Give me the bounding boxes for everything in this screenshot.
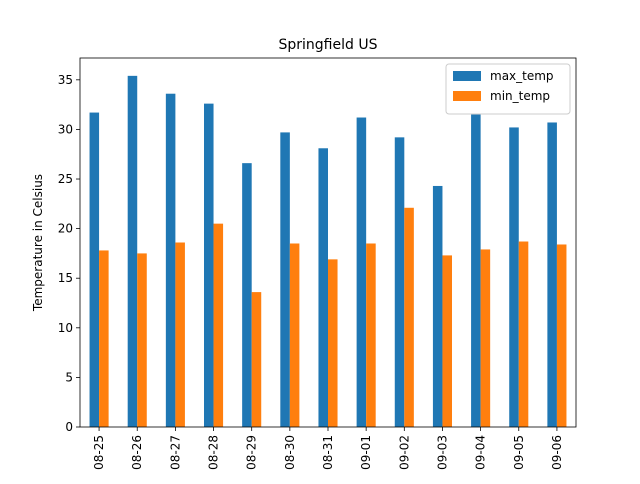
y-tick-label-30: 30 — [58, 122, 73, 136]
x-tick-label-08-28: 08-28 — [207, 435, 221, 470]
bar-min_temp-08-30 — [289, 243, 300, 427]
bar-min_temp-08-31 — [328, 259, 338, 427]
x-tick-label-09-06: 09-06 — [550, 435, 564, 470]
bar-min_temp-08-29 — [251, 292, 262, 427]
bar-max_temp-09-01 — [356, 117, 367, 428]
bar-min_temp-09-03 — [442, 255, 452, 427]
legend-swatch-max_temp — [453, 71, 481, 81]
x-tick-label-09-03: 09-03 — [435, 435, 449, 470]
chart-title: Springfield US — [279, 37, 378, 53]
x-tick-label-09-04: 09-04 — [474, 435, 488, 470]
x-tick-label-08-29: 08-29 — [245, 435, 259, 470]
x-tick-label-08-30: 08-30 — [283, 435, 297, 470]
bar-max_temp-08-31 — [318, 148, 328, 427]
bar-max_temp-09-04 — [471, 114, 481, 427]
bar-min_temp-09-06 — [556, 244, 567, 427]
bar-min_temp-08-26 — [137, 253, 147, 427]
legend-label-max_temp: max_temp — [490, 69, 554, 83]
y-axis-label: Temperature in Celsius — [31, 174, 45, 312]
bar-max_temp-08-25 — [89, 112, 100, 427]
x-tick-label-08-31: 08-31 — [321, 435, 335, 470]
bar-min_temp-08-27 — [175, 242, 185, 427]
y-tick-label-10: 10 — [58, 321, 73, 335]
bars-layer — [89, 75, 567, 428]
x-tick-label-08-25: 08-25 — [92, 435, 106, 470]
x-tick-label-09-05: 09-05 — [512, 435, 526, 470]
bar-min_temp-08-25 — [99, 250, 109, 427]
bar-max_temp-09-02 — [394, 137, 405, 427]
bar-max_temp-08-29 — [242, 163, 252, 427]
bar-max_temp-09-05 — [509, 127, 519, 427]
bar-max_temp-08-28 — [204, 103, 214, 427]
legend-label-min_temp: min_temp — [490, 89, 550, 103]
bar-min_temp-09-01 — [366, 243, 376, 427]
x-tick-label-08-27: 08-27 — [168, 435, 182, 470]
legend-swatch-min_temp — [453, 91, 481, 101]
bar-min_temp-09-02 — [404, 207, 414, 427]
bar-max_temp-08-27 — [165, 93, 176, 428]
bar-max_temp-08-30 — [280, 132, 290, 427]
y-tick-label-0: 0 — [65, 420, 73, 434]
y-tick-label-35: 35 — [58, 73, 73, 87]
y-tick-label-25: 25 — [58, 172, 73, 186]
x-tick-label-09-01: 09-01 — [359, 435, 373, 470]
x-tick-label-08-26: 08-26 — [130, 435, 144, 470]
y-tick-label-5: 5 — [65, 370, 73, 384]
axes-layer: 0 5 10 15 20 25 30 35 08-25 08-26 08-27 08-28 08-29 0… — [58, 57, 577, 470]
bar-min_temp-09-05 — [518, 241, 529, 427]
x-tick-label-09-02: 09-02 — [397, 435, 411, 470]
legend: max_temp min_temp — [445, 63, 571, 115]
bar-min_temp-09-04 — [480, 249, 491, 427]
bar-max_temp-09-06 — [547, 122, 557, 427]
bar-max_temp-08-26 — [127, 75, 138, 427]
y-tick-label-20: 20 — [58, 222, 73, 236]
bar-max_temp-09-03 — [432, 185, 443, 427]
bar-min_temp-08-28 — [213, 223, 224, 427]
y-tick-label-15: 15 — [58, 271, 73, 285]
